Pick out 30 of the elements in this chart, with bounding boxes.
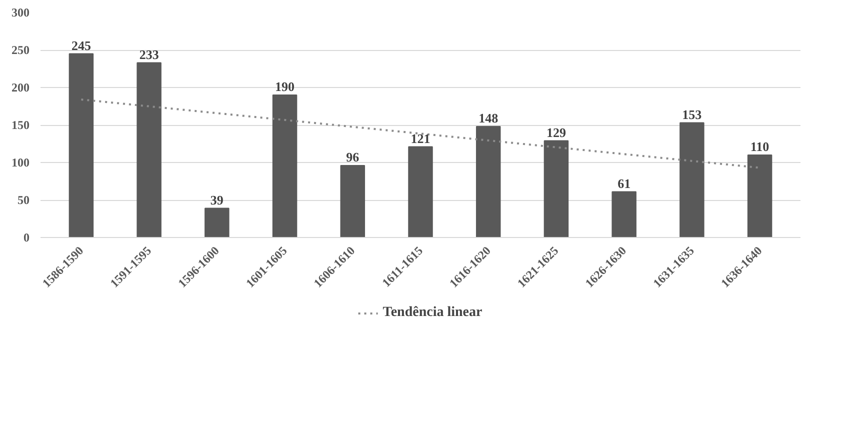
data-label: 153 bbox=[682, 106, 702, 122]
data-label: 148 bbox=[478, 110, 499, 126]
data-label: 39 bbox=[210, 192, 224, 208]
bar bbox=[544, 140, 569, 238]
bar bbox=[680, 122, 704, 238]
data-label: 110 bbox=[750, 139, 770, 154]
data-label: 121 bbox=[410, 130, 430, 146]
data-label: 96 bbox=[346, 150, 360, 164]
y-tick-label: 300 bbox=[12, 6, 30, 20]
y-tick-label: 0 bbox=[24, 230, 30, 244]
legend-label: Tendência linear bbox=[382, 305, 482, 321]
y-tick-label: 250 bbox=[12, 43, 30, 57]
y-tick-label: 50 bbox=[18, 193, 30, 207]
data-label: 129 bbox=[546, 124, 566, 140]
bar bbox=[747, 154, 772, 238]
bar bbox=[340, 165, 366, 238]
data-label: 233 bbox=[139, 46, 160, 62]
bar bbox=[408, 146, 433, 238]
y-tick-label: 100 bbox=[12, 156, 30, 170]
bar bbox=[612, 191, 636, 238]
y-tick-label: 150 bbox=[12, 118, 30, 132]
bar bbox=[272, 94, 298, 238]
bar bbox=[136, 62, 162, 238]
bar bbox=[204, 208, 230, 238]
bar bbox=[476, 126, 501, 238]
bar bbox=[68, 53, 94, 238]
data-label: 61 bbox=[618, 176, 631, 191]
data-label: 190 bbox=[275, 79, 295, 94]
data-label: 245 bbox=[71, 38, 92, 53]
y-tick-label: 200 bbox=[12, 80, 30, 94]
